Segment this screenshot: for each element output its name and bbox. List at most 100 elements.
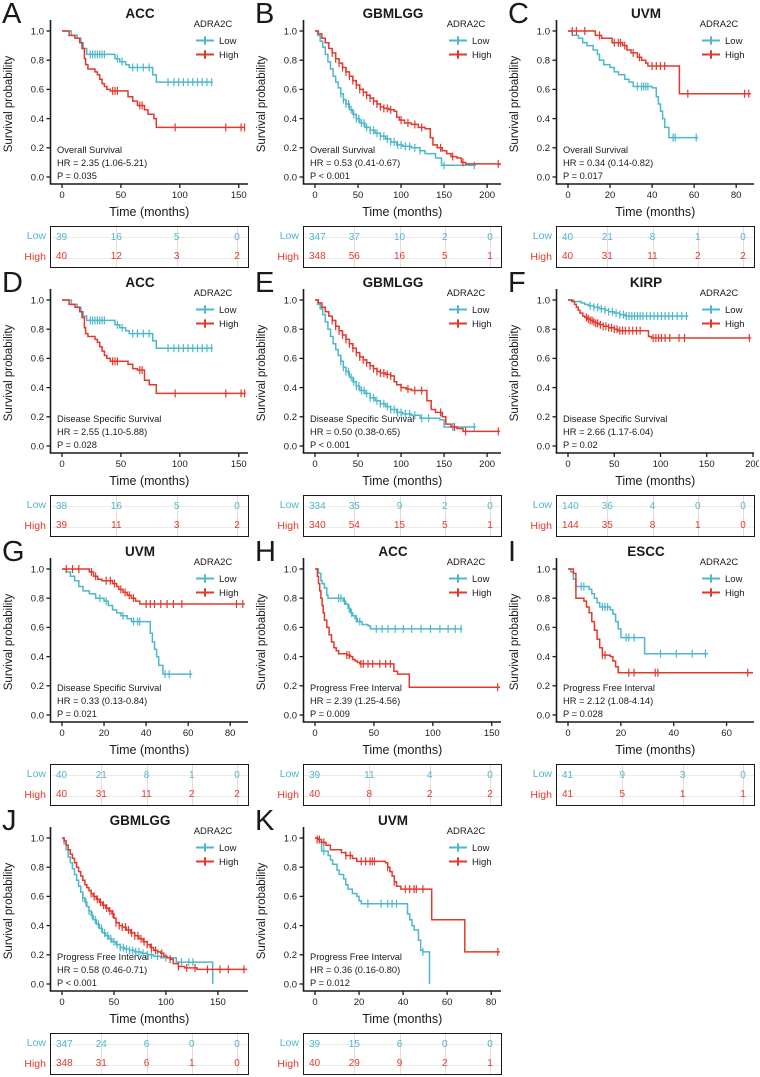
panel-K: K 0.0 0.2 0.4 0.6 0.8 1.0 0 20 40 60 80 UVM Time (mon… <box>253 807 506 1076</box>
annotation-p: P = 0.035 <box>57 171 97 181</box>
annotation-survival-type: Progress Free Interval <box>563 683 655 693</box>
panel-F: F 0.0 0.2 0.4 0.6 0.8 1.0 0 50 100 150 200 KIRP Time … <box>506 269 759 538</box>
y-tick-label: 0.8 <box>537 325 550 336</box>
risk-label-low: Low <box>532 768 552 780</box>
risk-gridline-v <box>399 496 401 536</box>
legend: ADRA2C Low High <box>447 288 492 330</box>
y-axis-label: Survival probability <box>256 55 268 152</box>
annotation-p: P < 0.001 <box>310 171 350 181</box>
risk-value: 0 <box>234 232 240 243</box>
risk-label-low: Low <box>26 230 46 242</box>
curve-high <box>568 568 753 674</box>
x-axis-label: Time (months) <box>615 743 695 757</box>
risk-table: Low High 41 9 3 0 41 5 1 1 <box>506 764 759 807</box>
y-axis-label: Survival probability <box>509 593 521 690</box>
y-tick-label: 0.6 <box>284 892 297 903</box>
risk-table-box: 40 21 8 1 0 40 31 11 2 2 <box>556 226 755 268</box>
plot-title: GBMLGG <box>363 6 424 21</box>
censor-marks-low <box>340 357 475 432</box>
plus-marker-icon <box>702 319 720 328</box>
risk-value: 0 <box>740 232 746 243</box>
panel-letter: D <box>2 267 23 299</box>
risk-value: 0 <box>740 501 746 512</box>
risk-label-low: Low <box>279 230 299 242</box>
y-tick-label: 0.2 <box>31 681 44 692</box>
x-tick-label: 40 <box>398 997 409 1008</box>
x-tick-label: 150 <box>210 997 226 1008</box>
risk-value: 6 <box>396 1039 403 1050</box>
legend: ADRA2C Low High <box>700 288 745 330</box>
risk-gridline-v <box>191 765 193 805</box>
x-tick-label: 20 <box>605 190 616 201</box>
risk-label-low: Low <box>279 1037 299 1049</box>
plot-title: ACC <box>378 544 407 559</box>
annotation-survival-type: Disease Specific Survival <box>310 414 414 424</box>
censor-marks-high <box>346 651 499 692</box>
legend-entry-low: Low <box>725 574 743 585</box>
risk-value: 0 <box>487 232 493 243</box>
x-tick-label: 100 <box>425 728 441 739</box>
risk-gridline-v <box>191 1034 193 1074</box>
plot-title: UVM <box>631 6 661 21</box>
risk-gridline-h <box>557 258 754 259</box>
risk-value: 54 <box>348 520 360 531</box>
risk-gridline-v <box>237 496 238 536</box>
risk-gridline-v <box>444 496 446 536</box>
plus-marker-icon <box>702 36 720 45</box>
risk-value: 12 <box>110 251 122 262</box>
risk-label-high: High <box>277 1058 299 1070</box>
risk-table-labels: Low High <box>253 495 299 538</box>
legend-entry-low: Low <box>472 36 490 47</box>
curve-high <box>62 837 247 971</box>
x-tick-label: 0 <box>59 459 64 470</box>
annotation-hr: HR = 0.53 (0.41-0.67) <box>310 158 400 168</box>
risk-table: Low High 347 37 10 2 0 348 56 16 5 1 <box>253 226 506 269</box>
legend: ADRA2C Low High <box>194 557 239 599</box>
risk-table-labels: Low High <box>0 1033 46 1076</box>
y-tick-label: 0.6 <box>284 85 297 96</box>
annotation-p: P = 0.009 <box>310 709 350 719</box>
risk-value: 4 <box>426 770 433 781</box>
risk-gridline-v <box>607 496 609 536</box>
risk-value: 40 <box>309 1058 321 1069</box>
risk-value: 39 <box>309 770 321 781</box>
censor-marks-high <box>112 357 246 398</box>
risk-value: 31 <box>601 251 613 262</box>
x-tick-label: 50 <box>116 459 127 470</box>
legend-entry-low: Low <box>219 36 237 47</box>
risk-table-box: 39 15 6 0 0 40 29 9 2 1 <box>303 1033 502 1075</box>
y-tick-label: 0.0 <box>31 979 44 990</box>
x-tick-label: 0 <box>312 190 317 201</box>
x-tick-label: 60 <box>689 190 700 201</box>
y-tick-label: 0.2 <box>31 143 44 154</box>
annotation-p: P = 0.017 <box>563 171 603 181</box>
risk-value: 56 <box>348 251 360 262</box>
risk-value: 0 <box>740 520 746 531</box>
risk-label-low: Low <box>26 1037 46 1049</box>
censor-marks-high <box>331 48 499 168</box>
risk-table: Low High 334 35 9 2 0 340 54 15 5 1 <box>253 495 506 538</box>
legend-title: ADRA2C <box>700 288 739 299</box>
x-axis-label: Time (months) <box>109 474 189 488</box>
risk-value: 37 <box>348 232 360 243</box>
y-tick-label: 1.0 <box>537 26 550 37</box>
curve-high <box>568 30 751 95</box>
panel-E: E 0.0 0.2 0.4 0.6 0.8 1.0 0 50 100 150 200 GBMLGG Tim… <box>253 269 506 538</box>
risk-gridline-h <box>51 506 248 507</box>
risk-gridline-v <box>743 227 744 267</box>
x-tick-label: 80 <box>225 728 236 739</box>
legend: ADRA2C Low High <box>447 826 492 868</box>
risk-value: 1 <box>740 789 746 800</box>
y-tick-label: 1.0 <box>284 833 297 844</box>
y-tick-label: 0.0 <box>537 441 550 452</box>
legend-entry-high: High <box>725 588 745 599</box>
risk-label-high: High <box>530 789 552 801</box>
risk-gridline-v <box>237 765 238 805</box>
legend-entry-low: Low <box>219 574 237 585</box>
risk-value: 1 <box>694 232 701 243</box>
legend: ADRA2C Low High <box>194 19 239 61</box>
annotation-hr: HR = 0.33 (0.13-0.84) <box>57 696 147 706</box>
risk-label-low: Low <box>532 499 552 511</box>
plus-marker-icon <box>196 588 214 597</box>
y-tick-label: 0.0 <box>537 710 550 721</box>
